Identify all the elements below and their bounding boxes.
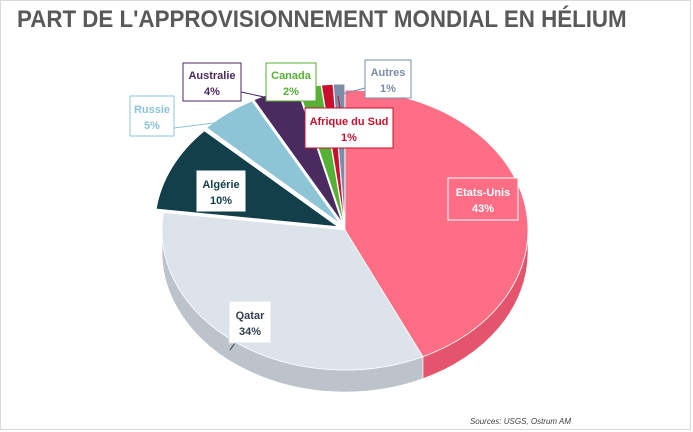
data-label-box-algerie — [195, 169, 247, 213]
data-label-russie: Russie 5% — [129, 95, 175, 137]
data-label-name-autres: Autres — [371, 67, 406, 79]
data-label-value-australie: 4% — [204, 86, 220, 98]
leader-lines — [173, 87, 449, 351]
data-label-australie: Australie 4% — [182, 62, 242, 102]
data-label-name-afrique-du-sud: Afrique du Sud — [310, 116, 389, 128]
leader-line-etats-unis — [429, 198, 449, 206]
data-label-box-afrique-du-sud — [304, 107, 394, 149]
data-label-value-afrique-du-sud: 1% — [341, 132, 357, 144]
chart-title: PART DE L'APPROVISIONNEMENT MONDIAL EN H… — [17, 6, 627, 33]
data-label-name-canada: Canada — [271, 70, 312, 82]
data-label-box-autres — [364, 59, 412, 99]
data-label-box-canada — [265, 62, 317, 102]
data-label-etats-unis: Etats-Unis 43% — [447, 177, 519, 221]
data-label-box-russie — [129, 95, 175, 137]
data-label-afrique-du-sud: Afrique du Sud 1% — [304, 107, 394, 149]
pie-slice-russie — [206, 100, 341, 225]
data-labels: Etats-Unis 43% Qatar 34% Algérie 10% Russie 5% A… — [129, 59, 519, 344]
data-label-canada: Canada 2% — [265, 62, 317, 102]
data-label-qatar: Qatar 34% — [228, 300, 272, 344]
data-label-value-etats-unis: 43% — [472, 203, 494, 215]
data-label-box-etats-unis — [447, 177, 519, 221]
data-label-box-qatar — [228, 300, 272, 344]
data-label-algerie: Algérie 10% — [195, 169, 247, 213]
leader-line-russie — [173, 119, 239, 129]
leader-line-afrique-du-sud — [337, 95, 341, 109]
leader-line-qatar — [229, 342, 236, 351]
data-label-name-algerie: Algérie — [202, 179, 239, 191]
data-label-value-russie: 5% — [144, 120, 160, 132]
data-label-name-australie: Australie — [188, 70, 235, 82]
data-label-value-algerie: 10% — [210, 195, 232, 207]
data-label-value-canada: 2% — [283, 86, 299, 98]
data-label-name-russie: Russie — [134, 104, 170, 116]
data-label-box-australie — [182, 62, 242, 102]
leader-line-autres — [341, 87, 366, 95]
pie-slice-etats-unis — [344, 89, 529, 358]
data-label-value-autres: 1% — [380, 83, 396, 95]
data-label-name-qatar: Qatar — [236, 310, 265, 322]
data-label-autres: Autres 1% — [364, 59, 412, 99]
chart-source: Sources: USGS, Ostrum AM — [469, 417, 571, 426]
data-label-value-qatar: 34% — [239, 326, 261, 338]
data-label-name-etats-unis: Etats-Unis — [456, 187, 510, 199]
